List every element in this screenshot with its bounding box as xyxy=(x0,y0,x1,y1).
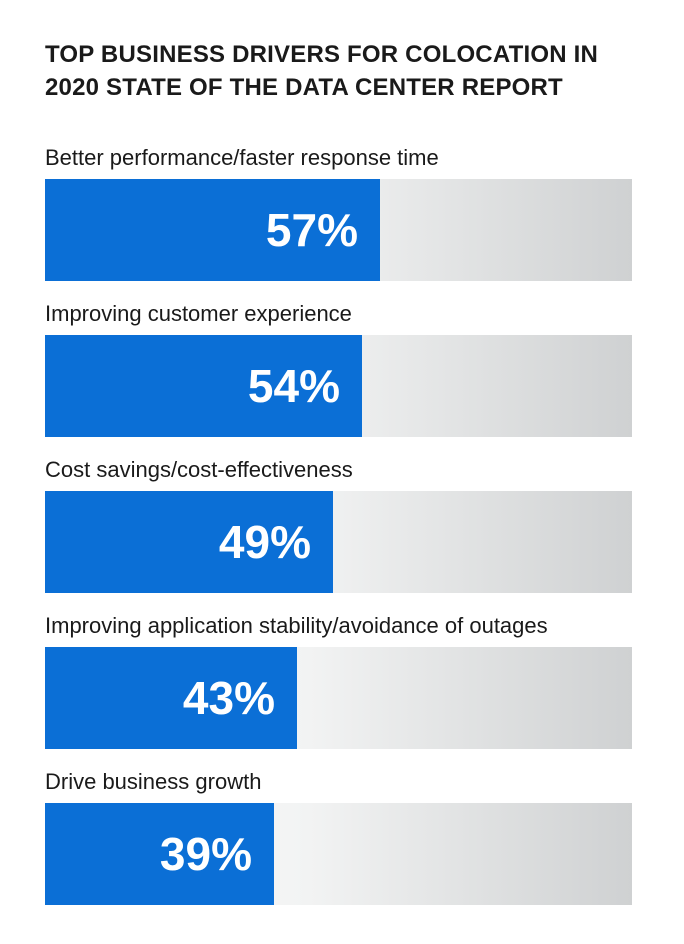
bar xyxy=(45,491,333,593)
category-label: Cost savings/cost-effectiveness xyxy=(45,457,353,482)
bar-value-label: 49% xyxy=(218,516,311,568)
bar xyxy=(45,803,274,905)
bar-track: 39% xyxy=(45,803,632,905)
bar-value-label: 57% xyxy=(265,204,358,256)
bar xyxy=(45,179,380,281)
category-label: Drive business growth xyxy=(45,769,262,794)
bar-track: 54% xyxy=(45,335,632,437)
bar xyxy=(45,647,297,749)
category-label: Improving customer experience xyxy=(45,301,352,326)
bar-value-label: 39% xyxy=(159,828,252,880)
category-label: Better performance/faster response time xyxy=(45,145,439,170)
chart-title-line-1: TOP BUSINESS DRIVERS FOR COLOCATION IN xyxy=(45,41,598,68)
chart-title-line-2: 2020 STATE OF THE DATA CENTER REPORT xyxy=(45,74,563,101)
chart-title: TOP BUSINESS DRIVERS FOR COLOCATION IN 2… xyxy=(45,38,675,104)
category-label: Improving application stability/avoidanc… xyxy=(45,613,548,638)
bar xyxy=(45,335,362,437)
bar-track: 57% xyxy=(45,179,632,281)
bar-track: 43% xyxy=(45,647,632,749)
bar-track: 49% xyxy=(45,491,632,593)
bar-value-label: 54% xyxy=(247,360,340,412)
bar-value-label: 43% xyxy=(182,672,275,724)
